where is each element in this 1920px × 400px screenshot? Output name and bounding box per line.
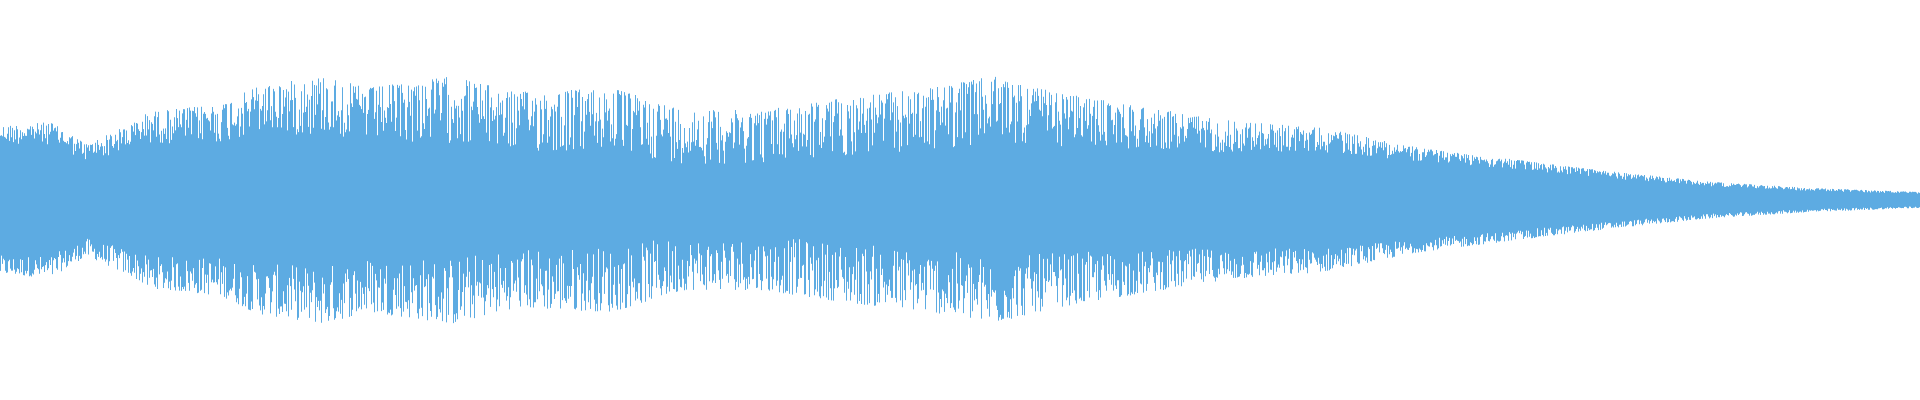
waveform-path xyxy=(0,76,1920,324)
